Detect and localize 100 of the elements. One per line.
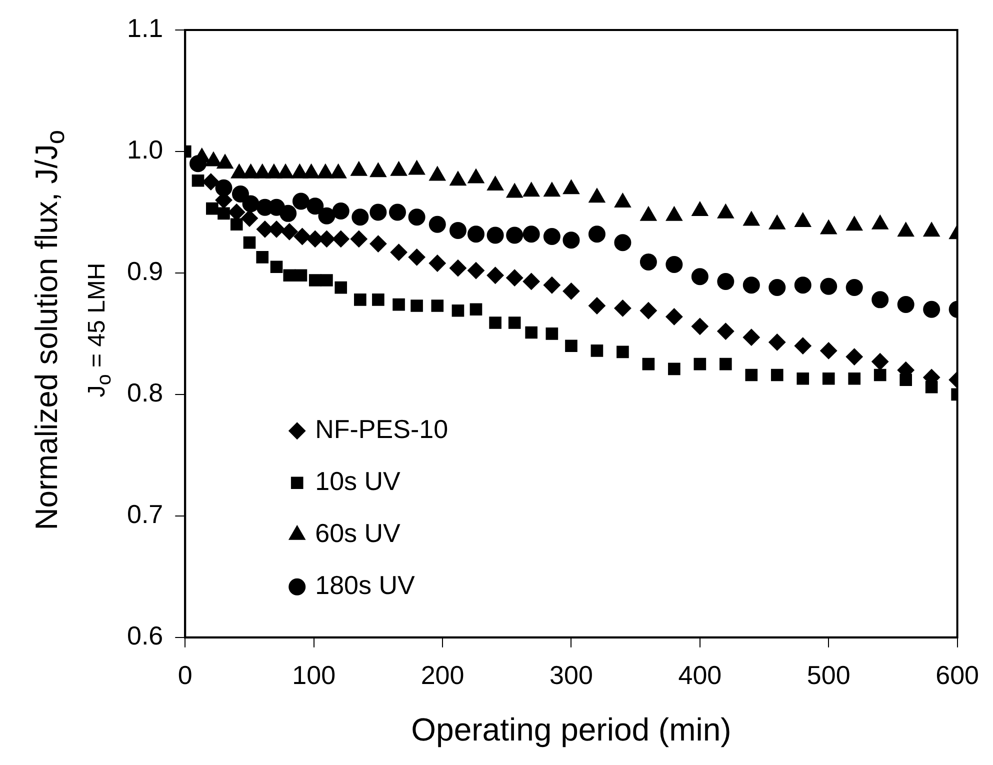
point [230, 218, 243, 231]
point [820, 342, 838, 360]
point [691, 268, 708, 286]
point [388, 204, 406, 221]
point [742, 276, 760, 294]
point [206, 202, 218, 215]
point [720, 358, 732, 370]
point [449, 260, 466, 277]
point [486, 266, 504, 284]
point [202, 173, 220, 190]
point [588, 226, 606, 243]
point [614, 234, 632, 252]
point [666, 256, 683, 273]
point [449, 222, 466, 239]
legend-label: 60s UV [315, 518, 402, 548]
point [292, 192, 310, 210]
point [370, 235, 387, 252]
point [334, 281, 348, 294]
legend-label: 180s UV [315, 570, 416, 600]
y-tick-label: 1.0 [126, 134, 164, 165]
point [320, 274, 333, 286]
point [796, 372, 810, 385]
point [428, 216, 446, 233]
point [640, 302, 657, 320]
point [354, 294, 366, 306]
point [717, 322, 734, 340]
point [543, 276, 560, 294]
y-tick-label: 0.9 [126, 256, 164, 286]
y-tick-label: 1.1 [126, 13, 164, 44]
point [280, 223, 298, 240]
point [452, 304, 464, 317]
point [794, 276, 812, 294]
x-axis-title: Operating period (min) [411, 712, 732, 748]
point [506, 226, 524, 244]
point [668, 362, 680, 376]
point [489, 316, 502, 329]
point [508, 316, 521, 329]
x-tick-label: 400 [678, 660, 722, 690]
x-tick-label: 300 [550, 660, 593, 690]
y-tick-label: 0.7 [126, 499, 164, 530]
point [270, 260, 283, 274]
point [642, 358, 655, 370]
point [562, 282, 580, 300]
legend-label: NF-PES-10 [315, 414, 448, 444]
point [240, 210, 258, 227]
point [486, 226, 504, 244]
point [350, 230, 368, 248]
point [470, 303, 482, 316]
point [390, 244, 408, 261]
point [428, 254, 446, 272]
point [846, 279, 863, 296]
point [562, 232, 580, 249]
point [742, 328, 760, 346]
legend-label: 10s UV [315, 466, 402, 496]
point [280, 204, 297, 222]
point [242, 195, 260, 212]
point [846, 348, 863, 366]
point [467, 262, 484, 280]
point [318, 207, 336, 224]
point [192, 174, 204, 187]
point [392, 298, 405, 311]
point [332, 202, 350, 220]
point [872, 291, 889, 308]
point [522, 272, 540, 290]
point [822, 372, 835, 385]
point [897, 296, 914, 314]
point [614, 300, 632, 317]
point [372, 294, 384, 306]
point [408, 208, 426, 226]
x-tick-label: 100 [292, 660, 336, 690]
point [848, 372, 861, 385]
point [768, 334, 786, 351]
point [872, 353, 889, 370]
point [232, 186, 249, 202]
point [694, 358, 706, 370]
point [768, 279, 786, 296]
point [820, 278, 838, 295]
point [923, 300, 940, 318]
point [370, 204, 387, 221]
point [408, 248, 426, 266]
point [666, 308, 683, 326]
y-tick-label: 0.8 [126, 378, 164, 408]
point [431, 300, 444, 312]
x-tick-label: 600 [936, 660, 980, 690]
point [283, 269, 296, 282]
point [306, 198, 324, 215]
point [294, 269, 308, 282]
y-tick-label: 0.6 [126, 620, 164, 651]
x-tick-label: 200 [420, 660, 464, 690]
point [308, 274, 322, 286]
point [352, 208, 369, 226]
point [691, 318, 708, 335]
point [243, 236, 256, 249]
x-tick-label: 0 [178, 660, 192, 690]
point [543, 228, 560, 246]
point [794, 337, 812, 354]
point [640, 254, 657, 271]
point [410, 300, 423, 312]
point [218, 207, 230, 220]
point [522, 226, 540, 243]
